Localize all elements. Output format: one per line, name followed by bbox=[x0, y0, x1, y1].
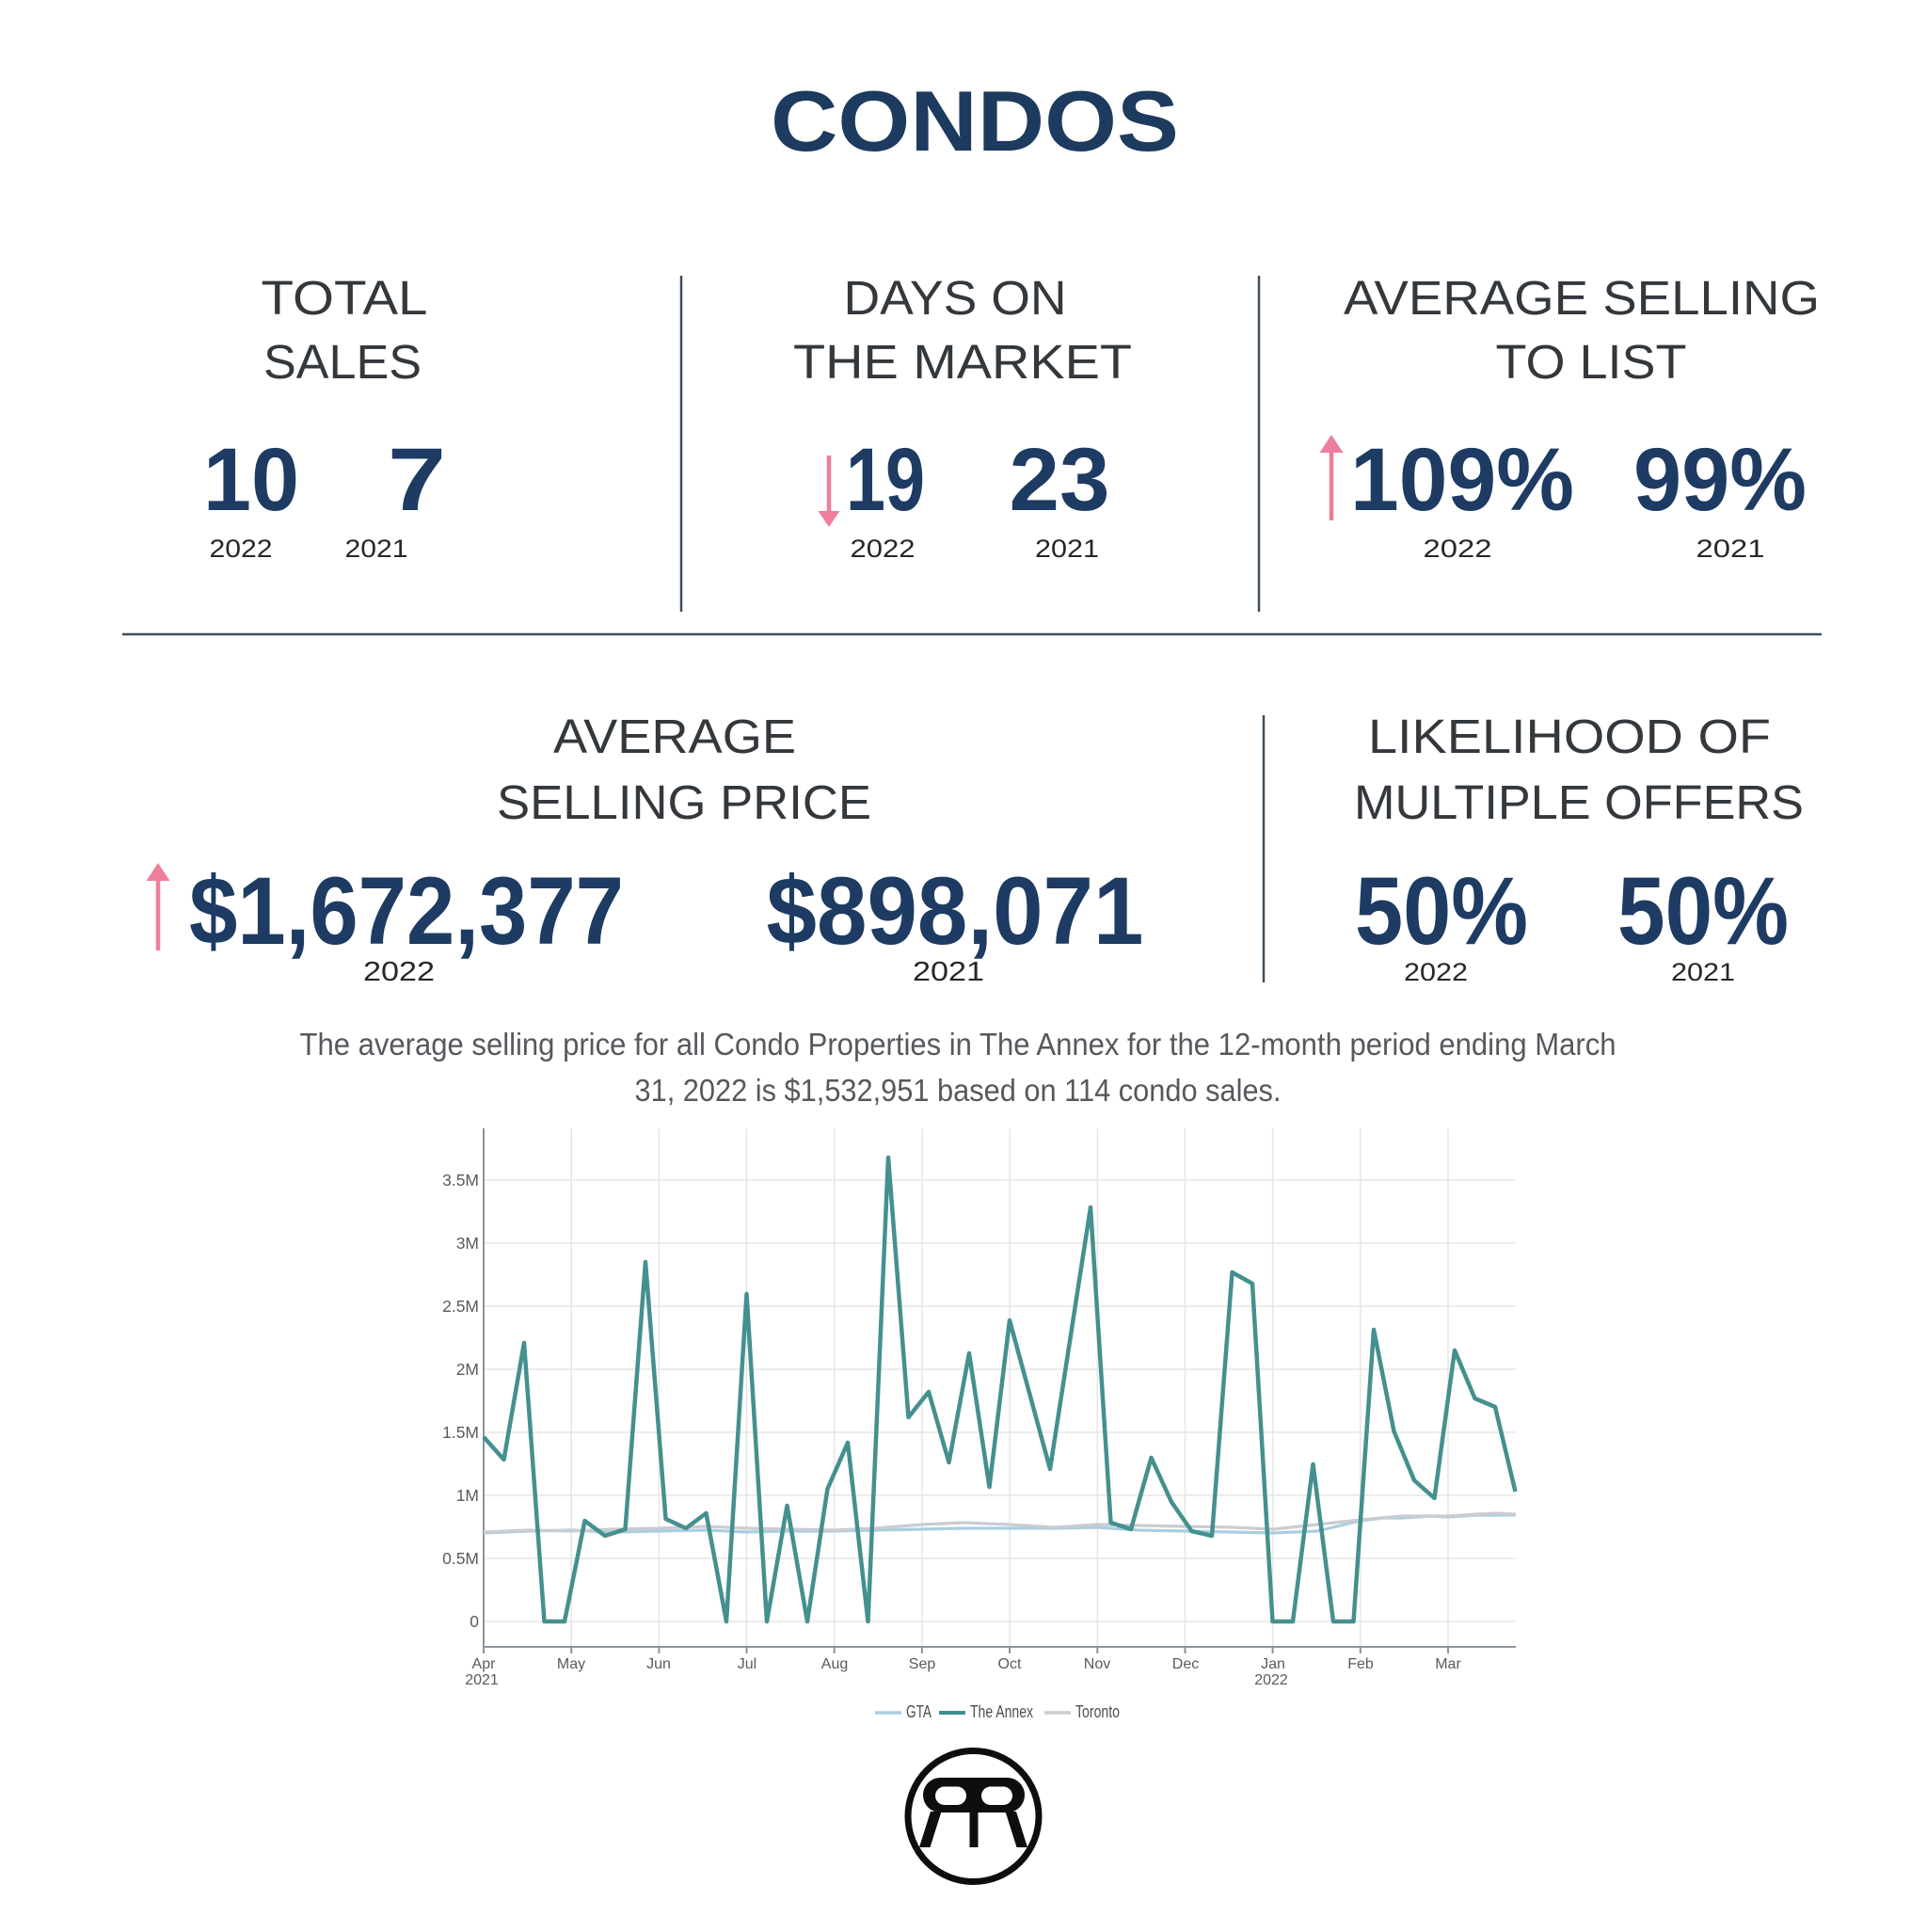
svg-text:23: 23 bbox=[1010, 430, 1110, 530]
svg-text:LIKELIHOOD OF: LIKELIHOOD OF bbox=[1368, 710, 1771, 763]
svg-text:DAYS ON: DAYS ON bbox=[844, 271, 1067, 325]
svg-text:2022: 2022 bbox=[363, 957, 435, 987]
svg-text:1.5M: 1.5M bbox=[442, 1423, 479, 1442]
svg-text:2021: 2021 bbox=[465, 1672, 499, 1688]
svg-text:2021: 2021 bbox=[1696, 535, 1765, 563]
svg-text:May: May bbox=[557, 1656, 585, 1672]
svg-text:0: 0 bbox=[470, 1612, 479, 1631]
svg-text:2022: 2022 bbox=[1424, 535, 1492, 563]
svg-text:2021: 2021 bbox=[1035, 535, 1099, 563]
svg-text:31, 2022 is $1,532,951 based o: 31, 2022 is $1,532,951 based on 114 cond… bbox=[635, 1073, 1282, 1108]
svg-text:0.5M: 0.5M bbox=[442, 1549, 479, 1568]
svg-text:99%: 99% bbox=[1633, 430, 1807, 530]
svg-text:THE MARKET: THE MARKET bbox=[793, 335, 1132, 389]
svg-text:GTA: GTA bbox=[906, 1702, 932, 1721]
svg-text:50%: 50% bbox=[1355, 857, 1528, 965]
svg-text:TO LIST: TO LIST bbox=[1496, 335, 1687, 389]
svg-text:Oct: Oct bbox=[998, 1656, 1022, 1672]
svg-text:AVERAGE SELLING: AVERAGE SELLING bbox=[1344, 271, 1820, 325]
svg-text:Apr: Apr bbox=[472, 1656, 497, 1672]
svg-text:Feb: Feb bbox=[1347, 1656, 1374, 1672]
svg-text:MULTIPLE OFFERS: MULTIPLE OFFERS bbox=[1354, 775, 1804, 829]
svg-text:2022: 2022 bbox=[1254, 1672, 1288, 1688]
svg-text:The average selling price for: The average selling price for all Condo … bbox=[300, 1027, 1616, 1062]
svg-text:19: 19 bbox=[846, 430, 925, 530]
svg-text:Jun: Jun bbox=[646, 1656, 671, 1672]
svg-text:2021: 2021 bbox=[1671, 958, 1735, 986]
svg-text:TOTAL: TOTAL bbox=[262, 271, 428, 325]
svg-text:Jul: Jul bbox=[738, 1656, 756, 1672]
svg-text:Jan: Jan bbox=[1261, 1656, 1285, 1672]
svg-text:The Annex: The Annex bbox=[970, 1702, 1033, 1721]
svg-text:3.5M: 3.5M bbox=[442, 1171, 479, 1190]
svg-text:109%: 109% bbox=[1350, 430, 1574, 530]
svg-text:2022: 2022 bbox=[851, 535, 916, 563]
svg-text:2022: 2022 bbox=[1404, 958, 1468, 986]
svg-text:3M: 3M bbox=[456, 1234, 479, 1253]
svg-text:Aug: Aug bbox=[821, 1656, 848, 1672]
svg-text:50%: 50% bbox=[1617, 857, 1789, 965]
svg-text:2.5M: 2.5M bbox=[442, 1297, 479, 1316]
svg-text:$898,071: $898,071 bbox=[767, 857, 1144, 965]
svg-text:SALES: SALES bbox=[263, 335, 422, 389]
svg-text:CONDOS: CONDOS bbox=[771, 74, 1179, 169]
svg-text:Sep: Sep bbox=[909, 1656, 936, 1672]
svg-text:Toronto: Toronto bbox=[1075, 1702, 1120, 1721]
svg-text:10: 10 bbox=[203, 430, 299, 530]
svg-text:1M: 1M bbox=[456, 1486, 479, 1505]
svg-text:Nov: Nov bbox=[1084, 1656, 1110, 1672]
svg-text:AVERAGE: AVERAGE bbox=[553, 710, 796, 763]
svg-text:2022: 2022 bbox=[210, 535, 273, 563]
svg-text:2021: 2021 bbox=[913, 957, 984, 987]
svg-text:7: 7 bbox=[388, 430, 446, 530]
svg-text:$1,672,377: $1,672,377 bbox=[189, 857, 624, 965]
svg-text:2M: 2M bbox=[456, 1360, 479, 1379]
svg-text:2021: 2021 bbox=[345, 535, 408, 563]
svg-text:Mar: Mar bbox=[1435, 1656, 1461, 1672]
svg-text:SELLING PRICE: SELLING PRICE bbox=[497, 775, 871, 829]
svg-text:Dec: Dec bbox=[1172, 1656, 1199, 1672]
